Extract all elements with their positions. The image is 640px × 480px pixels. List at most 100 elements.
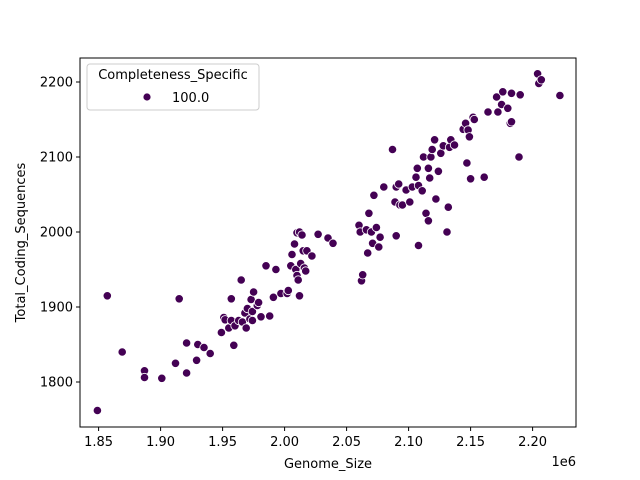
y-tick-label: 1800 [40, 376, 73, 391]
data-point [469, 114, 479, 125]
data-point [427, 144, 437, 155]
data-point [241, 323, 251, 333]
x-tick-label: 1.95 [208, 435, 237, 450]
data-point [117, 347, 127, 357]
x-axis-label: Genome_Size [284, 457, 372, 472]
data-point [254, 297, 264, 308]
data-point [379, 182, 389, 192]
data-point [283, 285, 293, 296]
x-tick-label: 2.05 [332, 435, 361, 450]
data-point [216, 327, 226, 338]
data-point [425, 173, 435, 183]
x-tick-label: 2.20 [518, 435, 547, 450]
data-point [464, 132, 474, 142]
legend-title: Completeness_Specific [98, 68, 248, 83]
data-point [174, 294, 184, 304]
data-point [387, 144, 398, 155]
data-point [247, 306, 257, 317]
data-point [405, 197, 415, 207]
data-point [205, 348, 215, 359]
data-point [449, 140, 460, 150]
data-point [369, 190, 379, 200]
x-axis-ticks: 1.85 1.90 1.95 2.00 2.05 2.10 2.15 2.20 [84, 427, 547, 450]
legend-box [86, 63, 260, 111]
y-tick-label: 2100 [40, 151, 73, 166]
data-point [374, 242, 384, 252]
data-point [483, 107, 493, 117]
legend-entry-label: 100.0 [172, 91, 209, 106]
data-point [256, 312, 266, 322]
data-point [226, 294, 236, 304]
data-point [462, 158, 472, 168]
data-point [301, 266, 311, 276]
y-tick-label: 1900 [40, 301, 73, 316]
x-tick-label: 1.90 [146, 435, 175, 450]
data-point [289, 239, 300, 249]
data-point [268, 292, 278, 302]
data-point [297, 230, 307, 240]
data-point [363, 248, 373, 258]
data-point [249, 287, 259, 297]
data-points [92, 69, 565, 416]
data-point [271, 264, 281, 275]
data-point [514, 152, 524, 162]
x-tick-label: 2.00 [270, 435, 299, 450]
data-point [92, 405, 103, 416]
data-point [375, 232, 385, 242]
data-point [555, 90, 565, 101]
data-point [431, 194, 441, 204]
data-point [358, 270, 368, 280]
data-point [328, 238, 338, 248]
data-point [182, 368, 192, 378]
data-point [307, 251, 317, 261]
data-point [429, 135, 440, 145]
data-point [423, 163, 433, 173]
data-point [506, 117, 517, 127]
data-point [536, 75, 546, 85]
data-point [391, 231, 401, 241]
x-tick-label: 2.10 [394, 435, 423, 450]
data-point [413, 240, 424, 251]
data-point [491, 92, 502, 102]
data-point [411, 172, 421, 182]
y-tick-label: 2200 [40, 76, 73, 91]
data-point [170, 358, 181, 368]
legend-marker [142, 92, 152, 102]
data-point [394, 179, 404, 189]
data-point [433, 166, 443, 176]
data-point [229, 340, 239, 350]
y-axis-label: Total_Coding_Sequences [14, 162, 29, 323]
data-point [423, 216, 433, 226]
y-axis-ticks: 1800 1900 2000 2100 2200 [40, 76, 80, 391]
x-tick-label: 2.15 [456, 435, 485, 450]
data-point [247, 315, 257, 326]
data-point [515, 90, 525, 100]
data-point [503, 103, 513, 113]
data-point [199, 342, 209, 353]
data-point [236, 275, 246, 285]
data-point [506, 88, 517, 98]
data-point [364, 208, 374, 218]
data-point [157, 373, 167, 383]
data-point [465, 174, 476, 184]
plot-frame [79, 57, 577, 428]
x-tick-label: 1.85 [84, 435, 113, 450]
data-point [371, 222, 381, 233]
data-point [261, 261, 271, 271]
data-point [493, 107, 503, 117]
data-point [479, 172, 489, 182]
data-point [182, 338, 192, 348]
data-point [139, 372, 150, 383]
data-point [293, 275, 303, 285]
data-point [102, 291, 112, 301]
data-point [294, 291, 305, 301]
data-point [443, 202, 453, 212]
legend: Completeness_Specific 100.0 [86, 63, 260, 111]
data-point [498, 87, 508, 97]
x-axis-offset-label: 1e6 [551, 455, 576, 470]
data-point [417, 186, 427, 196]
data-point [442, 227, 452, 237]
y-tick-label: 2000 [40, 226, 73, 241]
data-point [426, 152, 436, 162]
